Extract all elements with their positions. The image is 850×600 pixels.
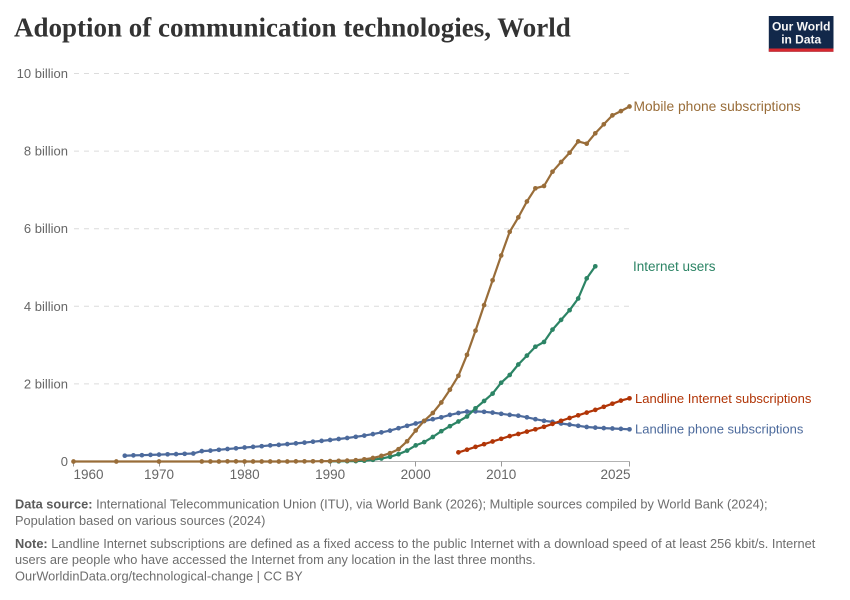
svg-text:2025: 2025 bbox=[600, 467, 630, 482]
svg-text:users are people who have acce: users are people who have accessed the I… bbox=[15, 552, 536, 567]
svg-text:OurWorldinData.org/technologic: OurWorldinData.org/technological-change … bbox=[15, 569, 303, 584]
svg-text:Our World: Our World bbox=[772, 20, 830, 34]
svg-text:1980: 1980 bbox=[230, 467, 260, 482]
svg-text:Data source: International Tel: Data source: International Telecommunica… bbox=[15, 497, 768, 512]
svg-text:2000: 2000 bbox=[401, 467, 431, 482]
svg-text:Note: Landline Internet subscr: Note: Landline Internet subscriptions ar… bbox=[15, 536, 816, 551]
svg-text:1970: 1970 bbox=[144, 467, 174, 482]
svg-text:4 billion: 4 billion bbox=[24, 299, 68, 314]
svg-text:2010: 2010 bbox=[486, 467, 516, 482]
svg-text:6 billion: 6 billion bbox=[24, 221, 68, 236]
svg-text:Landline phone subscriptions: Landline phone subscriptions bbox=[635, 421, 804, 436]
svg-text:10 billion: 10 billion bbox=[17, 66, 68, 81]
svg-text:Internet users: Internet users bbox=[633, 259, 716, 274]
svg-text:Adoption of communication tech: Adoption of communication technologies, … bbox=[14, 13, 571, 43]
svg-text:2 billion: 2 billion bbox=[24, 376, 68, 391]
svg-text:Mobile phone subscriptions: Mobile phone subscriptions bbox=[634, 99, 801, 114]
svg-text:8 billion: 8 billion bbox=[24, 144, 68, 159]
svg-text:1960: 1960 bbox=[74, 467, 104, 482]
svg-text:1990: 1990 bbox=[315, 467, 345, 482]
svg-text:0: 0 bbox=[61, 454, 68, 469]
svg-text:in Data: in Data bbox=[781, 33, 821, 47]
svg-text:Population based on various so: Population based on various sources (202… bbox=[15, 513, 265, 528]
svg-text:Landline Internet subscription: Landline Internet subscriptions bbox=[635, 391, 812, 406]
